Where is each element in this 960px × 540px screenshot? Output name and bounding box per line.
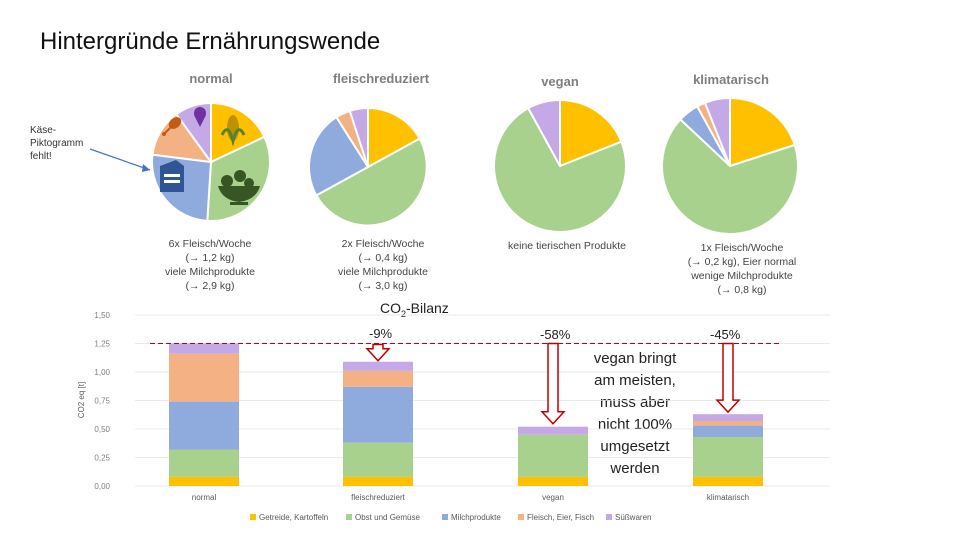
desc-line: (→ 0,4 kg): [358, 252, 408, 264]
co2-title-sub: 2: [401, 308, 407, 319]
bar-normal-süßwaren: [169, 343, 239, 354]
pie-title-normal: normal: [189, 71, 233, 86]
co2-title: CO2-Bilanz: [380, 300, 449, 319]
pie-slice-fleischreduziert-obst-und-gemüse: [314, 137, 428, 227]
pies-layer: [151, 96, 799, 235]
y-tick-label: 1,25: [94, 340, 110, 349]
drumstick-icon: [162, 117, 182, 136]
pie-desc-vegan: keine tierischen Produkte: [492, 239, 642, 253]
x-tick-label-klimatarisch: klimatarisch: [707, 493, 749, 502]
pie-slice-klimatarisch-getreide-kartoffeln: [729, 96, 796, 168]
bar-fleischreduziert-milchprodukte: [343, 386, 413, 443]
pie-slice-klimatarisch-obst-und-gemüse: [661, 118, 799, 235]
y-tick-label: 0,50: [94, 425, 110, 434]
pie-title-klimatarisch: klimatarisch: [693, 72, 769, 87]
bar-vegan-obst-und-gemüse: [518, 434, 588, 477]
desc-line: (→ 1,2 kg): [185, 252, 235, 264]
reduction-arrow-klimatarisch: [715, 342, 741, 414]
y-axis-label: CO2 eq [t]: [77, 382, 86, 418]
desc-line: 1x Fleisch/Woche: [700, 242, 784, 254]
co2-title-rest: -Bilanz: [406, 300, 449, 316]
bar-normal-obst-und-gemüse: [169, 449, 239, 477]
bar-klimatarisch-süßwaren: [693, 414, 763, 422]
reduction-arrow-fleischreduziert: [365, 343, 391, 362]
desc-line: 2x Fleisch/Woche: [341, 238, 425, 250]
x-tick-label-fleischreduziert: fleischreduziert: [351, 493, 406, 502]
x-tick-label-vegan: vegan: [542, 493, 564, 502]
legend-label-milchprodukte: Milchprodukte: [451, 513, 501, 522]
y-tick-label: 0,00: [94, 482, 110, 491]
pie-slice-fleischreduziert-milchprodukte: [308, 115, 370, 197]
co2-title-main: CO: [380, 300, 401, 316]
bar-normal-getreide-kartoffeln: [169, 476, 239, 486]
desc-line: keine tierischen Produkte: [508, 240, 626, 252]
pie-title-vegan: vegan: [541, 74, 579, 89]
legend-label-fleisch-eier-fisch: Fleisch, Eier, Fisch: [527, 513, 594, 522]
bar-vegan-süßwaren: [518, 426, 588, 435]
legend-label-getreide-kartoffeln: Getreide, Kartoffeln: [259, 513, 328, 522]
legend-label-süßwaren: Süßwaren: [615, 513, 651, 522]
ice-cream-icon: [194, 107, 206, 127]
pie-desc-klimatarisch: 1x Fleisch/Woche (→ 0,2 kg), Eier normal…: [667, 241, 817, 297]
bar-fleischreduziert-getreide-kartoffeln: [343, 476, 413, 486]
pie-slice-klimatarisch-süßwaren: [703, 96, 731, 167]
cheese-note-arrowhead: [142, 164, 150, 172]
legend-swatch-milchprodukte: [442, 514, 448, 520]
pie-slice-vegan-obst-und-gemüse: [493, 106, 627, 233]
page-title: Hintergründe Ernährungswende: [40, 28, 381, 55]
desc-line: (→ 2,9 kg): [185, 280, 235, 292]
pie-slice-vegan-getreide-kartoffeln: [559, 98, 623, 168]
annotation-fleischreduziert: -9%: [369, 326, 393, 341]
pie-slice-vegan-süßwaren: [526, 98, 561, 167]
bar-klimatarisch-getreide-kartoffeln: [693, 476, 763, 486]
annotation-vegan: -58%: [540, 327, 571, 342]
bar-klimatarisch-milchprodukte: [693, 425, 763, 437]
bar-normal-fleisch-eier-fisch: [169, 353, 239, 402]
annotation-klimatarisch: -45%: [710, 327, 741, 342]
bars-layer: 0,00 0,25 0,50 0,75 1,00 1,25 1,50 CO2 eq [t] no…: [77, 311, 830, 522]
food-icons: [160, 107, 260, 205]
milk-carton-icon: [160, 160, 184, 192]
corn-icon: [220, 115, 246, 147]
bar-fleischreduziert-fleisch-eier-fisch: [343, 370, 413, 387]
cheese-note: Käse-Piktogramm fehlt!: [30, 125, 84, 162]
desc-line: wenige Milchprodukte: [691, 270, 793, 282]
y-tick-label: 1,50: [94, 311, 110, 320]
legend-swatch-getreide-kartoffeln: [250, 514, 256, 520]
x-tick-label-normal: normal: [192, 493, 217, 502]
cheese-note-arrow: [89, 148, 151, 171]
fruit-bowl-icon: [218, 170, 260, 205]
y-tick-label: 0,25: [94, 454, 110, 463]
y-tick-label: 1,00: [94, 368, 110, 377]
bar-fleischreduziert-obst-und-gemüse: [343, 442, 413, 477]
legend-swatch-obst-und-gemüse: [346, 514, 352, 520]
desc-line: (→ 0,2 kg), Eier normal: [687, 256, 797, 268]
desc-line: (→ 0,8 kg): [717, 284, 767, 296]
reduction-arrow-vegan: [540, 342, 566, 425]
y-tick-label: 0,75: [94, 397, 110, 406]
desc-line: viele Milchprodukte: [165, 266, 255, 278]
pie-desc-fleischreduziert: 2x Fleisch/Woche (→ 0,4 kg) viele Milchp…: [308, 237, 458, 293]
bar-vegan-getreide-kartoffeln: [518, 476, 588, 486]
legend-swatch-fleisch-eier-fisch: [518, 514, 524, 520]
pie-slice-fleischreduziert-süßwaren: [348, 106, 369, 168]
reduction-arrows: [365, 342, 741, 425]
legend-label-obst-und-gemüse: Obst und Gemüse: [355, 513, 420, 522]
desc-line: viele Milchprodukte: [338, 266, 428, 278]
desc-line: (→ 3,0 kg): [358, 280, 408, 292]
bar-klimatarisch-fleisch-eier-fisch: [693, 421, 763, 426]
pie-desc-normal: 6x Fleisch/Woche (→ 1,2 kg) viele Milchp…: [135, 237, 285, 293]
pie-title-fleischreduziert: fleischreduziert: [332, 71, 430, 86]
bar-klimatarisch-obst-und-gemüse: [693, 436, 763, 477]
desc-line: 6x Fleisch/Woche: [168, 238, 252, 250]
pie-slice-fleischreduziert-getreide-kartoffeln: [367, 106, 422, 169]
bar-normal-milchprodukte: [169, 401, 239, 450]
legend-swatch-süßwaren: [606, 514, 612, 520]
bar-fleischreduziert-süßwaren: [343, 361, 413, 371]
